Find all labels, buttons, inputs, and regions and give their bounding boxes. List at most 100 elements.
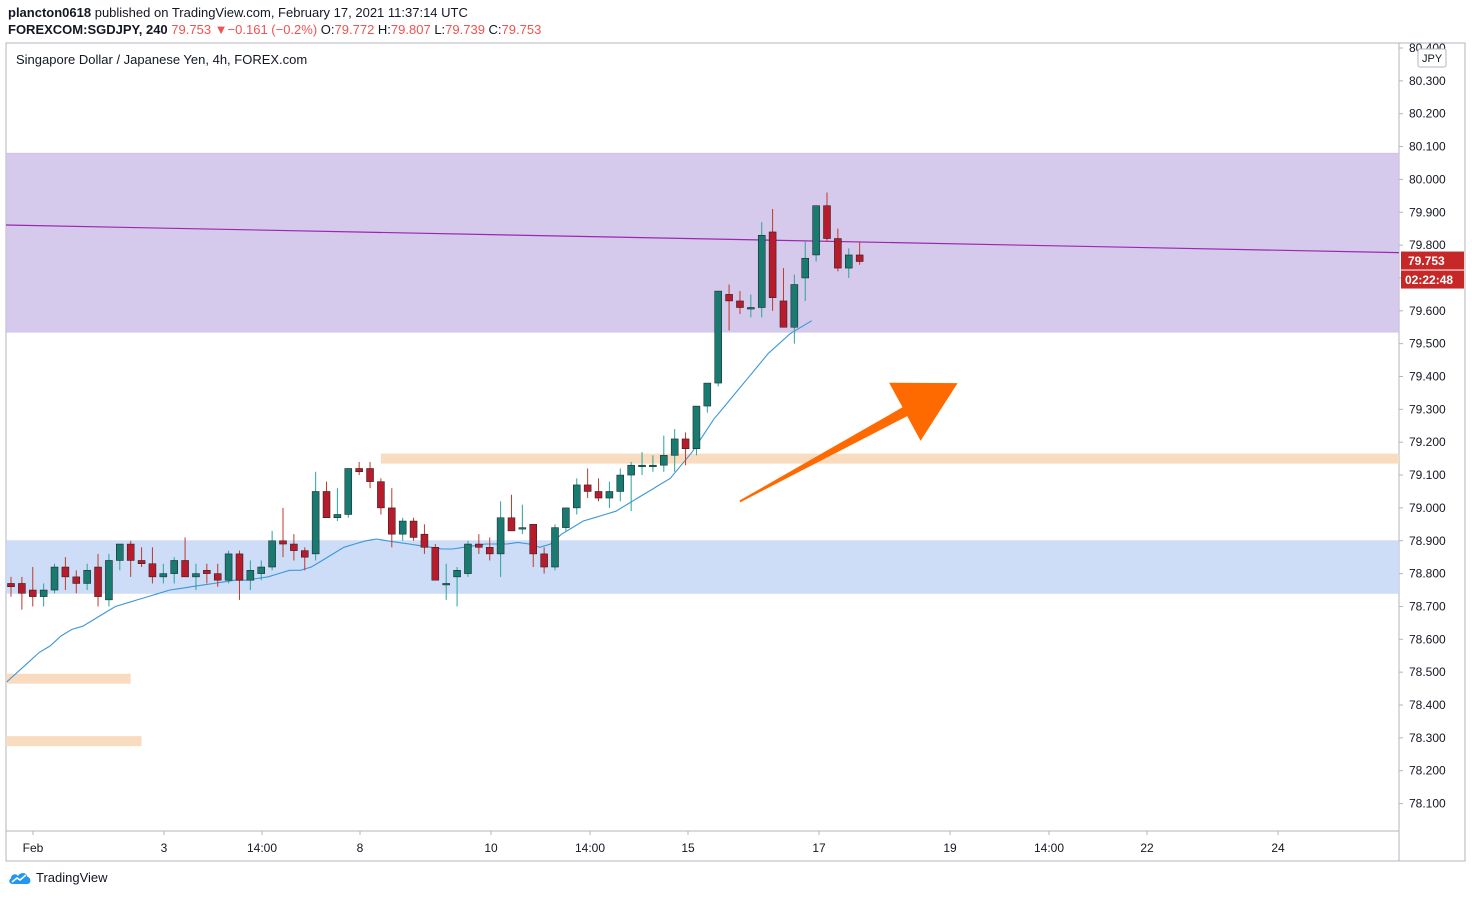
x-tick-label: Feb bbox=[23, 841, 44, 855]
y-tick-label: 79.900 bbox=[1409, 205, 1446, 219]
plot-layer bbox=[6, 152, 1399, 747]
candle bbox=[507, 494, 516, 532]
candle bbox=[649, 455, 657, 472]
y-tick-label: 78.200 bbox=[1409, 764, 1446, 778]
candle-body bbox=[192, 573, 200, 578]
candle bbox=[192, 563, 200, 591]
y-tick-label: 79.800 bbox=[1409, 238, 1446, 252]
candle bbox=[344, 468, 353, 518]
candle-body bbox=[496, 517, 505, 555]
x-tick-label: 17 bbox=[812, 841, 826, 855]
candle-body bbox=[355, 468, 363, 473]
candle bbox=[94, 553, 102, 607]
candle bbox=[213, 563, 222, 587]
down-arrow-icon: ▼ bbox=[214, 22, 228, 37]
y-tick-label: 78.600 bbox=[1409, 632, 1446, 646]
candle bbox=[246, 560, 255, 591]
candle-body bbox=[224, 553, 233, 581]
candle-body bbox=[409, 520, 418, 538]
high-label: H: bbox=[377, 22, 391, 37]
candle-body bbox=[181, 560, 189, 578]
candle-body bbox=[301, 550, 309, 558]
candle bbox=[279, 507, 287, 558]
candle-body bbox=[83, 570, 91, 584]
candle-body bbox=[50, 566, 59, 591]
candle bbox=[583, 468, 592, 499]
x-tick-label: 14:00 bbox=[1034, 841, 1064, 855]
candle-body bbox=[398, 520, 407, 535]
candle-body bbox=[116, 543, 124, 561]
candle bbox=[72, 570, 81, 594]
y-tick-label: 78.700 bbox=[1409, 599, 1446, 613]
candle-body bbox=[703, 382, 712, 407]
resistance-zone bbox=[6, 152, 1399, 333]
candle-body bbox=[7, 583, 15, 587]
open-value: 79.772 bbox=[334, 22, 375, 37]
candle bbox=[333, 488, 342, 522]
up-arrow-annotation bbox=[739, 382, 958, 503]
y-tick-label: 78.300 bbox=[1409, 731, 1446, 745]
candle-body bbox=[757, 234, 766, 308]
tradingview-logo[interactable]: TradingView bbox=[8, 870, 108, 885]
candle-body bbox=[18, 583, 26, 594]
candle bbox=[50, 563, 59, 594]
candle bbox=[834, 228, 842, 272]
candle bbox=[29, 567, 37, 607]
candle-body bbox=[213, 573, 222, 581]
candle-body bbox=[855, 254, 864, 262]
candle-body bbox=[39, 589, 48, 597]
candle bbox=[170, 557, 178, 584]
candle bbox=[714, 290, 722, 387]
candle bbox=[801, 241, 809, 301]
candle-body bbox=[562, 507, 570, 528]
candle bbox=[562, 507, 570, 531]
candle bbox=[453, 567, 461, 607]
candle-body bbox=[747, 307, 755, 310]
candle bbox=[845, 248, 853, 278]
candle-body bbox=[670, 438, 679, 456]
candle bbox=[235, 550, 244, 600]
candle bbox=[181, 537, 189, 578]
y-tick-label: 78.400 bbox=[1409, 698, 1446, 712]
candle bbox=[126, 540, 135, 577]
candle-body bbox=[681, 438, 690, 450]
candle-body bbox=[290, 543, 298, 551]
candle-body bbox=[105, 560, 113, 601]
high-value: 79.807 bbox=[390, 22, 431, 37]
x-tick-label: 19 bbox=[943, 841, 957, 855]
candle-body bbox=[464, 543, 472, 574]
candle bbox=[496, 501, 505, 577]
candle bbox=[540, 547, 548, 574]
candle-body bbox=[768, 231, 777, 298]
candle bbox=[159, 563, 168, 584]
last-price-label: 79.753 bbox=[1408, 254, 1445, 268]
candle-body bbox=[714, 290, 722, 384]
candle-body bbox=[605, 491, 614, 499]
level-78-48 bbox=[6, 673, 131, 684]
candle-body bbox=[442, 583, 450, 586]
candle bbox=[725, 284, 733, 331]
candle bbox=[518, 504, 527, 535]
x-tick-label: 15 bbox=[681, 841, 695, 855]
y-tick-label: 80.100 bbox=[1409, 140, 1446, 154]
candle-body bbox=[344, 468, 353, 515]
candle-body bbox=[170, 560, 178, 574]
author-name[interactable]: plancton0618 bbox=[8, 5, 92, 20]
candle bbox=[311, 471, 320, 561]
candle bbox=[268, 530, 276, 571]
level-78-29 bbox=[6, 736, 142, 747]
last-price-tag bbox=[1401, 251, 1464, 270]
candle bbox=[638, 452, 646, 476]
candle-body bbox=[649, 464, 657, 467]
x-tick-label: 24 bbox=[1271, 841, 1285, 855]
symbol-label[interactable]: FOREXCOM:SGDJPY, 240 bbox=[8, 22, 168, 37]
y-tick-label: 79.500 bbox=[1409, 337, 1446, 351]
candle-body bbox=[540, 553, 548, 568]
time-axis bbox=[5, 830, 1400, 862]
candle bbox=[148, 547, 157, 584]
change-value: −0.161 (−0.2%) bbox=[227, 22, 318, 37]
candle-body bbox=[507, 517, 516, 532]
candle-body bbox=[377, 481, 385, 509]
low-label: L: bbox=[434, 22, 446, 37]
